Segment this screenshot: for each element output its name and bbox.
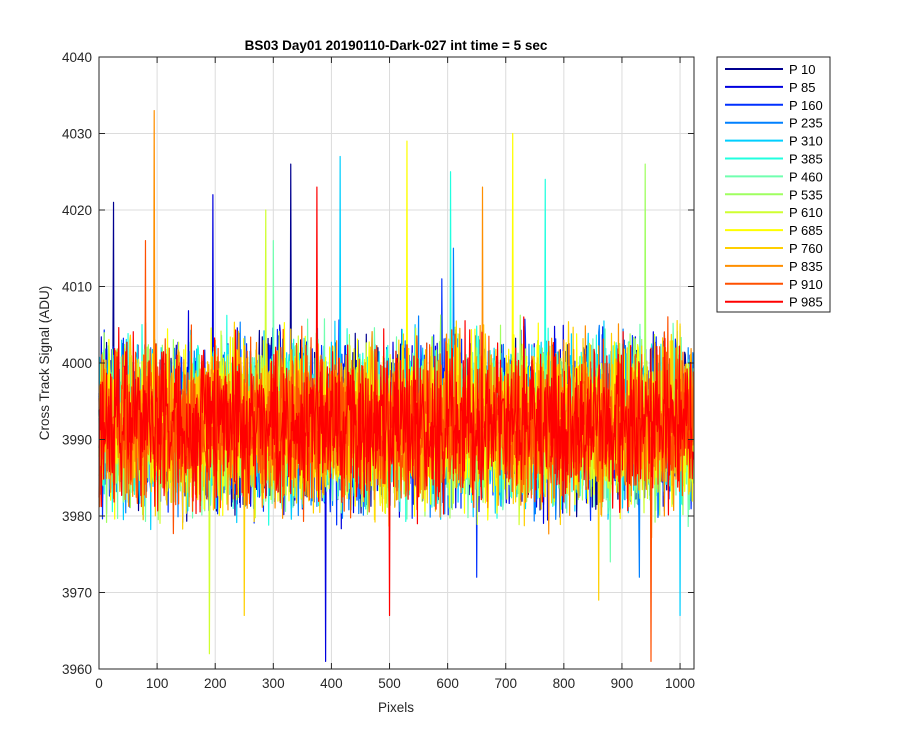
legend-label: P 910 (789, 277, 823, 292)
legend-label: P 535 (789, 187, 823, 202)
legend-item: P 460 (725, 169, 823, 184)
legend-label: P 85 (789, 80, 816, 95)
legend-label: P 460 (789, 169, 823, 184)
legend-item: P 160 (725, 98, 823, 113)
legend-item: P 685 (725, 223, 823, 238)
legend-label: P 610 (789, 205, 823, 220)
legend-label: P 160 (789, 98, 823, 113)
legend-label: P 10 (789, 62, 816, 77)
legend-item: P 535 (725, 187, 823, 202)
x-axis-ticks: 0 100 200 300 400 500 600 700 800 900 1000 (95, 57, 695, 691)
legend-item: P 985 (725, 295, 823, 310)
legend-item: P 385 (725, 152, 823, 167)
x-tick-label: 100 (146, 676, 169, 691)
y-tick-label: 3980 (62, 509, 92, 524)
legend-box (716, 56, 831, 313)
legend-item: P 760 (725, 241, 823, 256)
y-tick-label: 3960 (62, 662, 92, 677)
legend-item: P 835 (725, 259, 823, 274)
legend-label: P 985 (789, 295, 823, 310)
x-tick-label: 500 (378, 676, 401, 691)
legend-label: P 835 (789, 259, 823, 274)
y-axis-ticks: 3960 3970 3980 3990 4000 4010 4020 4030 4040 (62, 50, 694, 677)
y-tick-label: 4000 (62, 356, 92, 371)
y-tick-label: 3990 (62, 433, 92, 448)
legend-label: P 385 (789, 152, 823, 167)
x-tick-label: 200 (204, 676, 227, 691)
legend-label: P 310 (789, 134, 823, 149)
x-axis-label: Pixels (378, 700, 414, 715)
x-tick-label: 600 (436, 676, 459, 691)
legend-item: P 10 (725, 62, 816, 77)
y-tick-label: 4010 (62, 280, 92, 295)
legend-item: P 85 (725, 80, 816, 95)
series-line (98, 186, 695, 617)
y-tick-label: 4040 (62, 50, 92, 65)
series-lines (98, 109, 695, 662)
chart-title: BS03 Day01 20190110-Dark-027 int time = … (245, 38, 548, 53)
x-tick-label: 900 (611, 676, 634, 691)
x-tick-label: 400 (320, 676, 343, 691)
legend-item: P 610 (725, 205, 823, 220)
x-tick-label: 300 (262, 676, 285, 691)
legend-item: P 235 (725, 116, 823, 131)
y-tick-label: 4020 (62, 203, 92, 218)
x-tick-label: 700 (494, 676, 517, 691)
legend-item: P 310 (725, 134, 823, 149)
x-tick-label: 800 (553, 676, 576, 691)
x-tick-label: 0 (95, 676, 103, 691)
legend: P 10 P 85 P 160 P 235 P 310 P 385 P 460 P 535 P … (716, 56, 831, 313)
legend-label: P 685 (789, 223, 823, 238)
y-axis-label: Cross Track Signal (ADU) (37, 286, 52, 441)
legend-label: P 760 (789, 241, 823, 256)
legend-label: P 235 (789, 116, 823, 131)
x-tick-label: 1000 (665, 676, 695, 691)
y-tick-label: 3970 (62, 586, 92, 601)
y-tick-label: 4030 (62, 127, 92, 142)
legend-item: P 910 (725, 277, 823, 292)
